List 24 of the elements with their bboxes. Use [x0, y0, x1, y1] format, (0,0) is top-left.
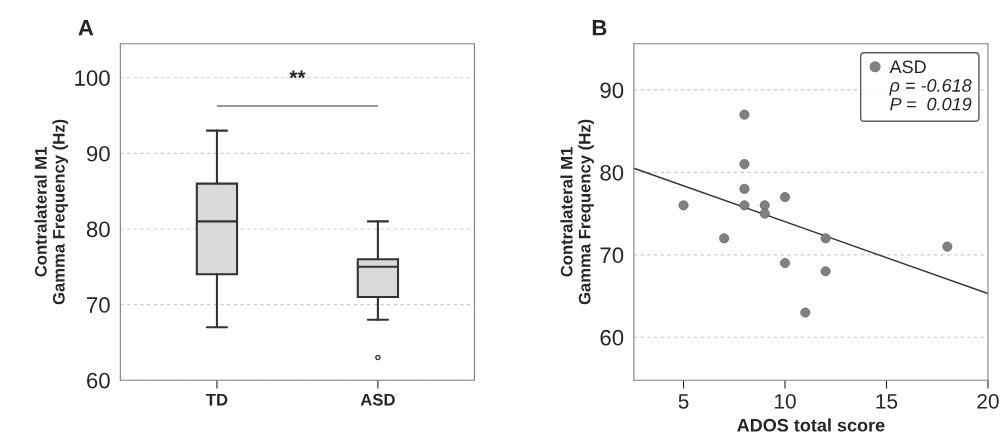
y-tick-label: 70	[87, 297, 110, 313]
annotation: ρ = -0.618	[889, 79, 972, 96]
y-axis-title: Contralateral M1 Gamma Frequency (Hz)	[34, 119, 69, 305]
chart-title: B	[592, 20, 607, 36]
legend-label: ASD	[889, 60, 926, 74]
y-axis-title: Contralateral M1 Gamma Frequency (Hz)	[560, 119, 594, 305]
y-tick-label: 90	[600, 82, 624, 99]
x-tick-label: 20	[977, 393, 999, 409]
y-tick-label: 80	[86, 221, 110, 238]
x-tick-label: TD	[206, 394, 228, 406]
y-tick-label: 70	[600, 247, 624, 264]
x-axis-title: ADOS total score	[737, 418, 885, 432]
annotation: **	[289, 70, 306, 79]
y-tick-label: 80	[600, 164, 624, 181]
y-tick-label: 100	[75, 70, 110, 86]
annotation: P = 0.019	[890, 97, 972, 111]
y-tick-label: 60	[600, 329, 624, 346]
chart-title: A	[78, 20, 94, 36]
x-tick-label: 10	[775, 393, 796, 409]
x-tick-label: ASD	[360, 393, 395, 406]
y-tick-label: 60	[87, 372, 110, 389]
x-tick-label: 15	[876, 394, 898, 409]
y-tick-label: 90	[86, 145, 110, 162]
x-tick-label: 5	[678, 394, 689, 409]
